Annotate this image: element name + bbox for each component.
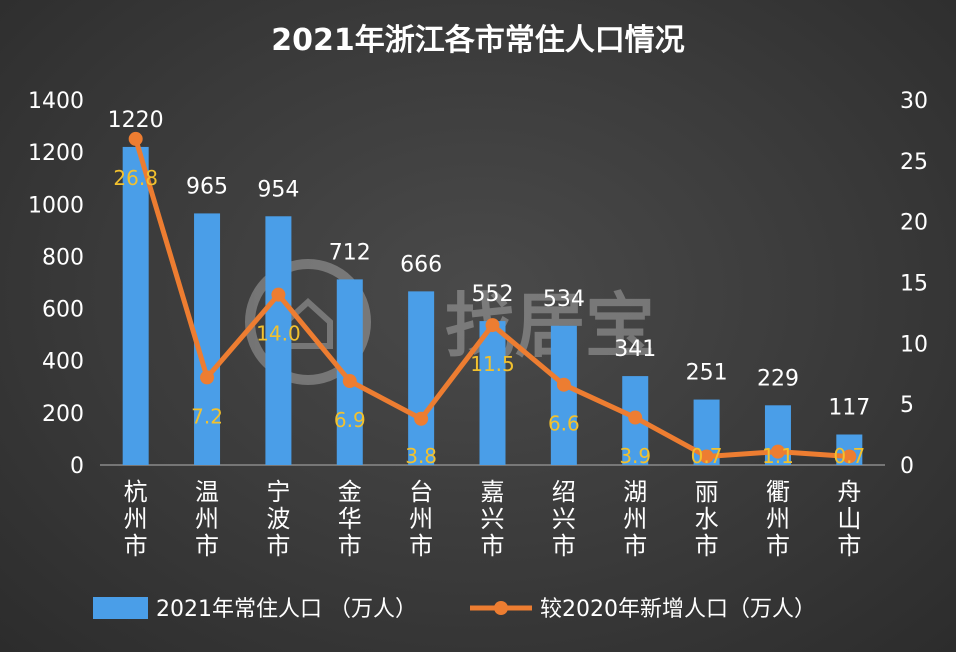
bar xyxy=(479,321,506,465)
line-value-label: 0.7 xyxy=(691,444,723,468)
legend-swatch-marker xyxy=(494,601,508,615)
bar-value-label: 965 xyxy=(186,174,228,199)
line-value-label: 3.9 xyxy=(619,444,651,468)
left-axis-tick-label: 400 xyxy=(42,350,84,375)
line-value-label: 26.8 xyxy=(113,166,158,190)
line-value-label: 1.1 xyxy=(762,444,794,468)
category-label: 舟山市 xyxy=(837,478,861,560)
bar-series xyxy=(122,146,863,465)
left-axis-tick-label: 200 xyxy=(42,402,84,427)
legend: 2021年常住人口 （万人） 较2020年新增人口（万人） xyxy=(93,597,816,622)
right-axis-tick-label: 30 xyxy=(900,89,928,114)
bar xyxy=(194,213,221,465)
line-point xyxy=(342,374,357,389)
line-value-label: 14.0 xyxy=(256,322,301,346)
line-value-label: 0.7 xyxy=(833,444,865,468)
right-axis: 0 5 10 15 20 25 30 xyxy=(900,89,928,479)
line-value-label: 11.5 xyxy=(470,352,515,376)
line-labels: 26.8 7.2 14.0 6.9 3.8 11.5 6.6 3.9 0.7 1.1 0.7 xyxy=(113,166,865,468)
left-axis-tick-label: 1000 xyxy=(28,193,84,218)
left-axis-tick-label: 1400 xyxy=(28,89,84,114)
bar xyxy=(408,291,435,465)
bar-value-label: 552 xyxy=(472,282,514,307)
line-point xyxy=(485,318,500,333)
watermark-logo: 找居宝 xyxy=(245,259,655,385)
category-label: 台州市 xyxy=(409,478,433,560)
right-axis-tick-label: 15 xyxy=(900,272,928,297)
left-axis-tick-label: 1200 xyxy=(28,141,84,166)
bar-value-label: 1220 xyxy=(108,108,164,133)
category-label: 丽水市 xyxy=(695,478,719,560)
bar xyxy=(122,146,149,465)
category-label: 嘉兴市 xyxy=(481,478,505,560)
right-axis-tick-label: 0 xyxy=(900,454,914,479)
chart-title: 2021年浙江各市常住人口情况 xyxy=(271,23,685,58)
line-point xyxy=(271,287,286,302)
bar-value-label: 666 xyxy=(400,252,442,277)
category-label: 衢州市 xyxy=(766,478,790,560)
legend-label-line: 较2020年新增人口（万人） xyxy=(540,597,816,622)
bar-value-label: 341 xyxy=(614,337,656,362)
line-point xyxy=(200,370,215,385)
line-point xyxy=(628,410,643,425)
category-label: 温州市 xyxy=(195,478,219,560)
bar-value-label: 251 xyxy=(686,361,728,386)
line-point xyxy=(128,131,143,146)
category-label: 绍兴市 xyxy=(552,478,576,560)
bar xyxy=(550,325,577,465)
category-label: 金华市 xyxy=(338,478,362,560)
right-axis-tick-label: 10 xyxy=(900,332,928,357)
bar-value-label: 229 xyxy=(757,366,799,391)
line-value-label: 7.2 xyxy=(191,404,223,428)
line-point xyxy=(414,411,429,426)
right-axis-tick-label: 20 xyxy=(900,211,928,236)
category-label: 湖州市 xyxy=(623,478,647,560)
left-axis-tick-label: 800 xyxy=(42,245,84,270)
bar xyxy=(265,216,292,465)
left-axis-tick-label: 600 xyxy=(42,298,84,323)
line-point xyxy=(556,377,571,392)
right-axis-tick-label: 5 xyxy=(900,393,914,418)
category-label: 宁波市 xyxy=(266,478,290,560)
bar-value-label: 534 xyxy=(543,287,585,312)
left-axis: 0 200 400 600 800 1000 1200 1400 xyxy=(28,89,84,479)
legend-label-bar: 2021年常住人口 （万人） xyxy=(156,597,417,622)
left-axis-tick-label: 0 xyxy=(70,454,84,479)
bar-value-label: 954 xyxy=(257,177,299,202)
line-value-label: 3.8 xyxy=(405,444,437,468)
legend-swatch-bar xyxy=(93,597,148,619)
line-series xyxy=(128,131,857,464)
category-labels: 杭州市 温州市 宁波市 金华市 台州市 嘉兴市 绍兴市 湖州市 丽水市 衢州市 舟山市 xyxy=(124,478,862,560)
category-label: 杭州市 xyxy=(124,478,148,560)
line-value-label: 6.9 xyxy=(334,408,366,432)
line-point xyxy=(699,449,714,464)
right-axis-tick-label: 25 xyxy=(900,150,928,175)
bar-labels: 1220 965 954 712 666 552 534 341 251 229 117 xyxy=(108,108,871,421)
bar-value-label: 712 xyxy=(329,240,371,265)
bar-value-label: 117 xyxy=(828,395,870,420)
line-point xyxy=(770,444,785,459)
line-value-label: 6.6 xyxy=(548,412,580,436)
line-point xyxy=(842,449,857,464)
